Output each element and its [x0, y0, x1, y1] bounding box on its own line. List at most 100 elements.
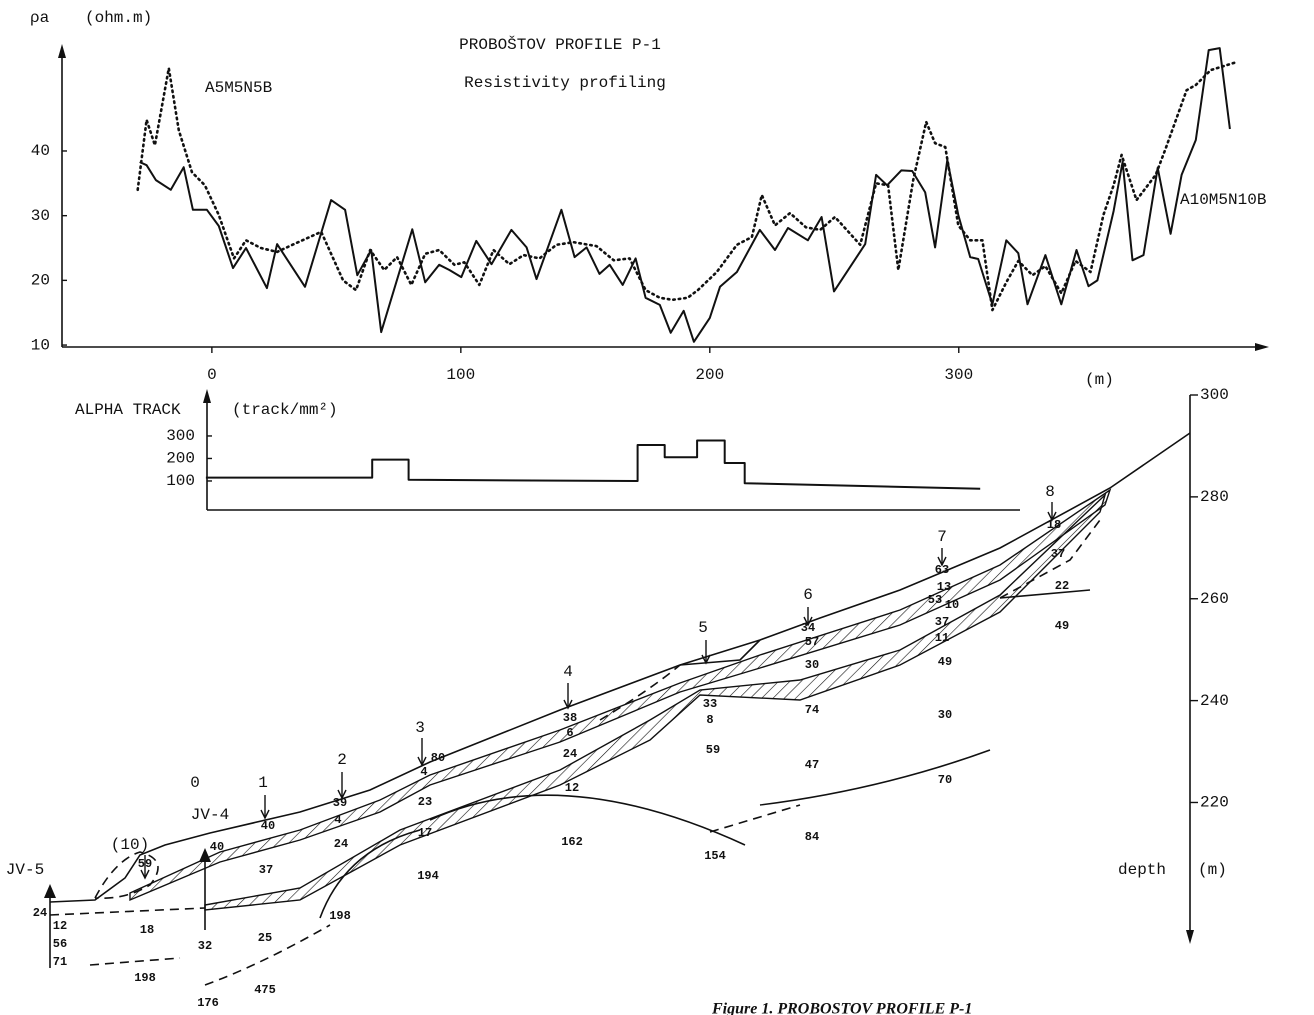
- resistivity-label: 23: [418, 795, 432, 809]
- resistivity-label: 4: [334, 813, 341, 827]
- profile-point: 3: [415, 719, 425, 737]
- y-axis-label: ALPHA TRACK: [75, 401, 181, 419]
- boundary: [999, 589, 1091, 599]
- dashed-boundary: [709, 804, 801, 833]
- y-tick-label: 40: [31, 142, 50, 160]
- series-line: [136, 61, 1238, 312]
- profile-point: 2: [337, 751, 347, 769]
- y-axis-label: ρa: [30, 9, 50, 27]
- resistivity-label: 53: [928, 593, 942, 607]
- y-axis-unit: (track/mm²): [232, 401, 338, 419]
- borehole-arrow: [44, 884, 56, 898]
- profile-point: (10): [111, 836, 149, 854]
- resistivity-label: 198: [134, 971, 156, 985]
- resistivity-label: 38: [563, 711, 577, 725]
- dashed-boundary: [999, 519, 1101, 599]
- boundary: [759, 749, 991, 806]
- profile-point: 1: [258, 774, 268, 792]
- x-tick-label: 0: [207, 366, 217, 384]
- resistivity-label: 80: [431, 751, 445, 765]
- chart-title: PROBOŠTOV PROFILE P-1: [459, 35, 661, 54]
- borehole-label: JV-5: [6, 861, 44, 879]
- x-axis-label: (m): [1085, 371, 1114, 389]
- point-arrow-head: [417, 756, 427, 767]
- resistivity-label: 40: [261, 819, 275, 833]
- boundary: [429, 794, 746, 846]
- resistivity-label: 24: [334, 837, 348, 851]
- profile-point: 0: [190, 774, 200, 792]
- resistivity-label: 37: [1051, 547, 1065, 561]
- depth-tick-label: 280: [1200, 488, 1229, 506]
- resistivity-label: 59: [138, 857, 152, 871]
- dashed-boundary: [204, 924, 331, 986]
- point-arrow-head: [803, 616, 813, 627]
- resistivity-label: 176: [197, 996, 219, 1010]
- profile-point: 5: [698, 619, 708, 637]
- depth-tick-label: 260: [1200, 590, 1229, 608]
- resistivity-label: 37: [259, 863, 273, 877]
- resistivity-label: 198: [329, 909, 351, 923]
- figure-caption: Figure 1. PROBOSTOV PROFILE P-1: [711, 1001, 972, 1015]
- resistivity-label: 32: [198, 939, 212, 953]
- point-arrow-head: [937, 556, 947, 567]
- profile-point: 4: [563, 663, 573, 681]
- resistivity-label: 57: [805, 635, 819, 649]
- profile-point: 6: [803, 586, 813, 604]
- resistivity-label: 84: [805, 830, 819, 844]
- resistivity-label: 47: [805, 758, 819, 772]
- resistivity-label: 24: [563, 747, 577, 761]
- resistivity-label: 40: [210, 840, 224, 854]
- borehole-label: JV-4: [191, 806, 229, 824]
- y-tick-label: 200: [166, 450, 195, 468]
- resistivity-label: 33: [703, 697, 717, 711]
- depth-unit: (m): [1198, 861, 1227, 879]
- depth-tick-label: 300: [1200, 386, 1229, 404]
- axis-arrow: [58, 44, 66, 58]
- resistivity-label: 8: [706, 713, 713, 727]
- axis-arrow: [1186, 930, 1194, 944]
- depth-label: depth: [1118, 861, 1166, 879]
- upper-layer: [129, 488, 1112, 902]
- axis-arrow: [203, 389, 211, 403]
- point-arrow-head: [701, 654, 711, 665]
- resistivity-label: 162: [561, 835, 583, 849]
- geologic-section-drawing: [44, 432, 1191, 986]
- profile-point: 8: [1045, 483, 1055, 501]
- chart-subtitle: Resistivity profiling: [464, 74, 666, 92]
- point-arrow-head: [337, 789, 347, 800]
- resistivity-label: 34: [801, 621, 815, 635]
- resistivity-label: 17: [418, 826, 432, 840]
- resistivity-label: 37: [935, 615, 949, 629]
- resistivity-label: 24: [33, 906, 47, 920]
- y-tick-label: 10: [31, 336, 50, 354]
- series-label: A5M5N5B: [205, 79, 272, 97]
- dashed-boundary: [94, 851, 159, 900]
- resistivity-label: 18: [140, 923, 154, 937]
- resistivity-label: 70: [938, 773, 952, 787]
- y-axis-unit: (ohm.m): [85, 9, 152, 27]
- resistivity-label: 56: [53, 937, 67, 951]
- resistivity-label: 30: [805, 658, 819, 672]
- y-tick-label: 300: [166, 427, 195, 445]
- boundary: [679, 639, 761, 666]
- resistivity-label: 10: [945, 598, 959, 612]
- point-arrow-head: [563, 699, 573, 710]
- resistivity-label: 59: [706, 743, 720, 757]
- resistivity-label: 74: [805, 703, 819, 717]
- depth-tick-label: 220: [1200, 794, 1229, 812]
- series-label: A10M5N10B: [1180, 191, 1266, 209]
- surface: [49, 432, 1191, 903]
- dashed-boundary: [89, 957, 181, 966]
- point-arrow-head: [140, 869, 150, 880]
- series-line: [205, 439, 981, 490]
- y-tick-label: 20: [31, 272, 50, 290]
- boundary: [319, 829, 421, 919]
- resistivity-label: 49: [1055, 619, 1069, 633]
- y-tick-label: 100: [166, 472, 195, 490]
- point-arrow-head: [1047, 511, 1057, 522]
- dashed-boundary: [49, 907, 206, 916]
- resistivity-label: 12: [53, 919, 67, 933]
- resistivity-label: 475: [254, 983, 276, 997]
- resistivity-label: 13: [937, 580, 951, 594]
